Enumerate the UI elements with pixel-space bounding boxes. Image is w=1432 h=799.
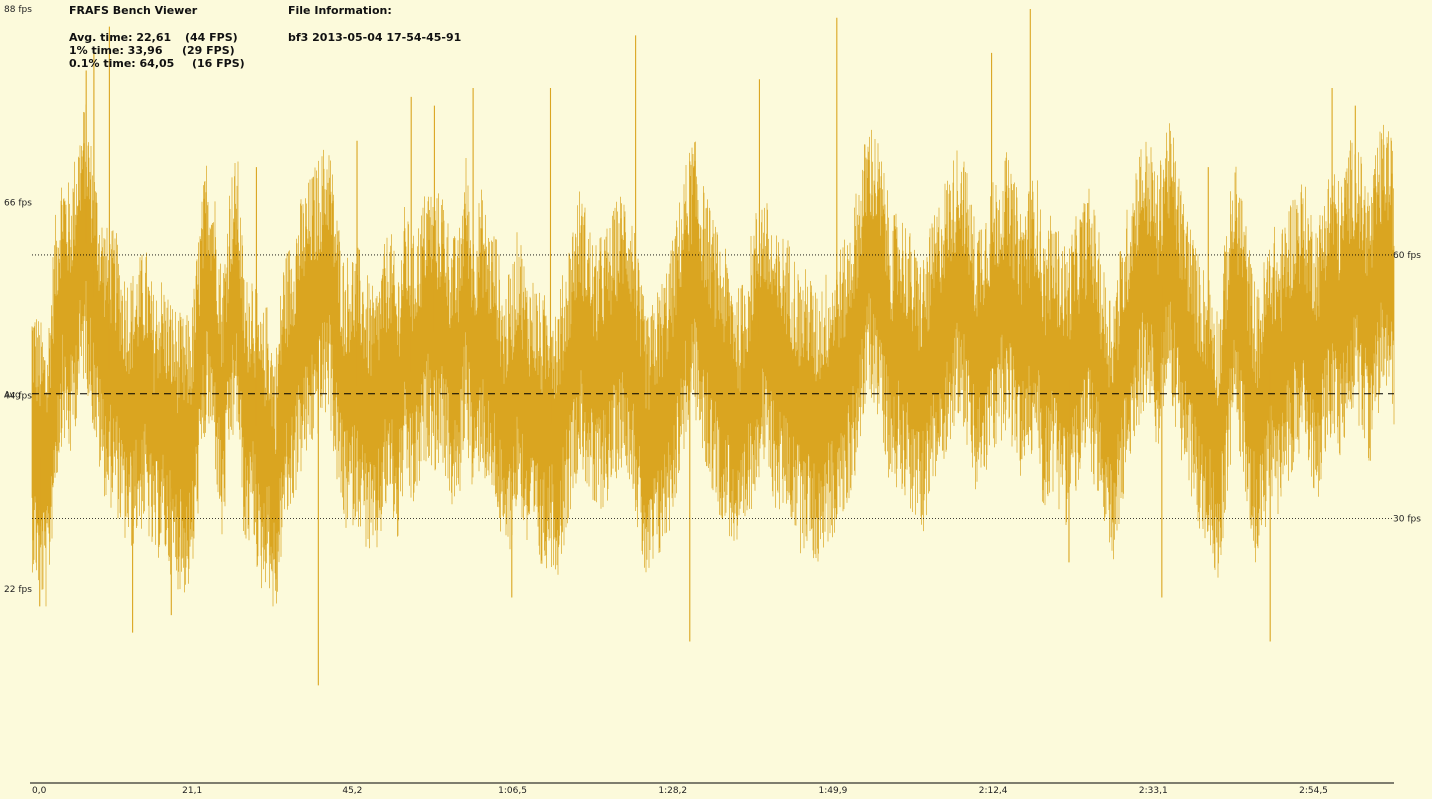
- stat-1pct-fps: (29 FPS): [182, 44, 235, 57]
- x-tick-label: 2:33,1: [1139, 786, 1168, 796]
- fps-series-line: [31, 104, 1395, 607]
- stat-01pct-fps: (16 FPS): [192, 57, 245, 70]
- x-tick-label: 2:54,5: [1299, 786, 1328, 796]
- app-title: FRAFS Bench Viewer: [69, 4, 198, 17]
- file-info-label: File Information:: [288, 4, 392, 17]
- x-tick-label: 1:49,9: [819, 786, 848, 796]
- y-tick-label: 22 fps: [4, 585, 32, 595]
- reference-line-label: Avg: [4, 391, 21, 401]
- reference-line-label: 60 fps: [1393, 251, 1421, 261]
- reference-line-label: 30 fps: [1393, 514, 1421, 524]
- file-name: bf3 2013-05-04 17-54-45-91: [288, 31, 462, 44]
- stat-avg-fps: (44 FPS): [185, 31, 238, 44]
- x-tick-label: 45,2: [342, 786, 362, 796]
- x-tick-label: 1:06,5: [498, 786, 527, 796]
- x-tick-label: 1:28,2: [658, 786, 687, 796]
- x-tick-label: 2:12,4: [979, 786, 1008, 796]
- y-tick-label: 44 fps: [4, 392, 32, 402]
- y-tick-label: 66 fps: [4, 198, 32, 208]
- stat-avg-time: Avg. time: 22,61: [69, 31, 172, 44]
- x-tick-label: 0,0: [32, 786, 47, 796]
- stat-01pct-time: 0.1% time: 64,05: [69, 57, 175, 70]
- y-tick-label: 88 fps: [4, 5, 32, 15]
- stat-1pct-time: 1% time: 33,96: [69, 44, 163, 57]
- x-tick-label: 21,1: [182, 786, 202, 796]
